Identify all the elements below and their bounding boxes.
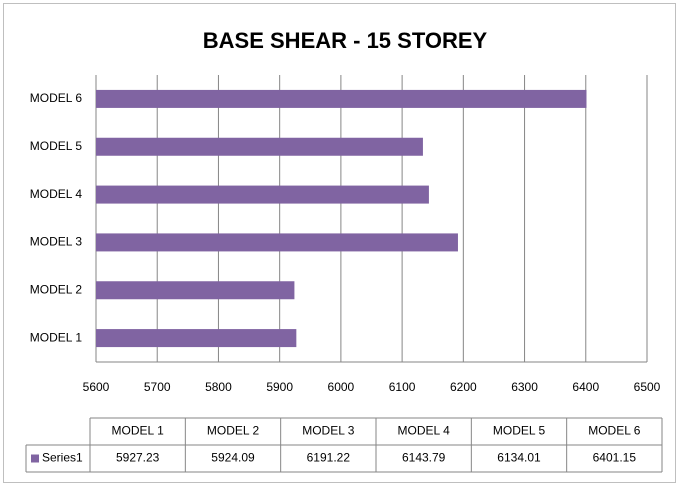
table-value: 5924.09	[211, 451, 255, 465]
table-header: MODEL 3	[302, 424, 355, 438]
x-tick-label: 6100	[389, 380, 416, 394]
x-tick-label: 6500	[634, 380, 661, 394]
table-value: 6134.01	[497, 451, 541, 465]
table-header: MODEL 2	[207, 424, 260, 438]
y-tick-label: MODEL 2	[30, 282, 83, 296]
x-tick-label: 5600	[83, 380, 110, 394]
table-value: 6191.22	[307, 451, 351, 465]
bar	[96, 89, 587, 108]
table-value: 6143.79	[402, 451, 446, 465]
y-tick-label: MODEL 1	[30, 330, 83, 344]
bar	[96, 185, 429, 204]
bar	[96, 233, 458, 252]
x-tick-label: 6000	[328, 380, 355, 394]
x-tick-label: 5900	[266, 380, 293, 394]
legend-label: Series1	[42, 451, 83, 465]
table-header: MODEL 5	[493, 424, 546, 438]
x-tick-label: 5800	[205, 380, 232, 394]
table-header: MODEL 6	[588, 424, 641, 438]
table-header: MODEL 4	[398, 424, 451, 438]
x-tick-label: 6300	[511, 380, 538, 394]
y-tick-label: MODEL 4	[30, 187, 83, 201]
x-tick-label: 6200	[450, 380, 477, 394]
table-value: 5927.23	[116, 451, 160, 465]
bar	[96, 281, 295, 300]
bar	[96, 329, 297, 348]
y-tick-label: MODEL 5	[30, 139, 83, 153]
chart-title: BASE SHEAR - 15 STOREY	[203, 28, 488, 53]
x-tick-label: 5700	[144, 380, 171, 394]
table-header: MODEL 1	[112, 424, 165, 438]
y-tick-label: MODEL 6	[30, 91, 83, 105]
table-value: 6401.15	[593, 451, 637, 465]
y-tick-label: MODEL 3	[30, 235, 83, 249]
bar	[96, 137, 423, 156]
x-tick-label: 6400	[572, 380, 599, 394]
legend-key	[31, 454, 39, 463]
